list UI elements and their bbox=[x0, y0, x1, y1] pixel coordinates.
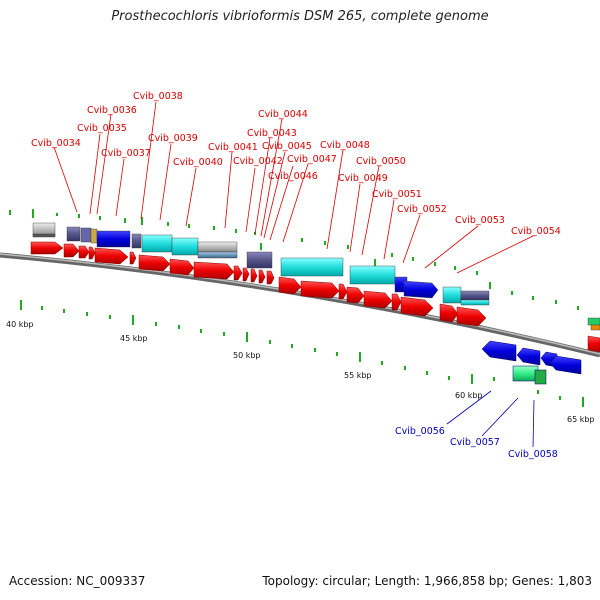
cds-arrow bbox=[250, 268, 258, 283]
cds-arrow bbox=[30, 241, 64, 255]
gene-label[interactable]: Cvib_0048 bbox=[320, 140, 370, 151]
cds-arrow bbox=[94, 247, 129, 265]
feature-block bbox=[197, 241, 238, 253]
gene-label[interactable]: Cvib_0045 bbox=[262, 141, 312, 152]
feature-block bbox=[587, 317, 600, 326]
scale-label-60: 60 kbp bbox=[455, 391, 483, 400]
forward-label-leaders bbox=[53, 101, 534, 274]
gene-label[interactable]: Cvib_0041 bbox=[208, 142, 258, 153]
gene-label[interactable]: Cvib_0052 bbox=[397, 204, 447, 215]
scale-ticks bbox=[20, 300, 584, 407]
outer-ticks bbox=[9, 209, 579, 310]
feature-block bbox=[442, 286, 462, 304]
scale-label-65: 65 kbp bbox=[567, 415, 595, 424]
gene-label[interactable]: Cvib_0040 bbox=[173, 157, 223, 168]
cds-arrow bbox=[300, 280, 340, 299]
scale-label-55: 55 kbp bbox=[344, 371, 372, 380]
scale-label-50: 50 kbp bbox=[233, 351, 261, 360]
feature-block bbox=[534, 369, 547, 385]
cds-arrow bbox=[169, 258, 195, 276]
cds-arrow bbox=[63, 243, 80, 258]
gene-label[interactable]: Cvib_0050 bbox=[356, 156, 406, 167]
cds-arrow bbox=[363, 290, 393, 309]
feature-block bbox=[96, 230, 131, 248]
gene-label[interactable]: Cvib_0034 bbox=[31, 138, 81, 149]
gene-label[interactable]: Cvib_0051 bbox=[372, 189, 422, 200]
cds-arrow bbox=[587, 335, 600, 353]
scale-label-45: 45 kbp bbox=[120, 334, 148, 343]
genome-backbone-highlight bbox=[0, 253, 600, 355]
gene-label[interactable]: Cvib_0057 bbox=[450, 437, 500, 448]
cds-arrow bbox=[78, 245, 90, 259]
cds-arrow bbox=[242, 267, 250, 282]
gene-label[interactable]: Cvib_0038 bbox=[133, 91, 183, 102]
gene-label[interactable]: Cvib_0054 bbox=[511, 226, 561, 237]
cds-arrow bbox=[338, 283, 348, 300]
cds-arrow bbox=[278, 276, 302, 295]
genome-summary: Topology: circular; Length: 1,966,858 bp… bbox=[262, 574, 592, 588]
cds-arrow-reverse bbox=[549, 355, 582, 375]
gene-label[interactable]: Cvib_0047 bbox=[287, 154, 337, 165]
cds-arrow bbox=[346, 286, 365, 304]
feature-block bbox=[131, 233, 142, 249]
feature-track-outer bbox=[32, 222, 600, 331]
gene-label[interactable]: Cvib_0053 bbox=[455, 215, 505, 226]
reverse-gene-labels: Cvib_0056 Cvib_0057 Cvib_0058 bbox=[395, 426, 558, 460]
feature-block bbox=[512, 365, 539, 382]
feature-block bbox=[141, 234, 173, 253]
feature-block bbox=[246, 251, 273, 269]
gene-label[interactable]: Cvib_0056 bbox=[395, 426, 445, 437]
gene-label[interactable]: Cvib_0049 bbox=[338, 173, 388, 184]
gene-label[interactable]: Cvib_0039 bbox=[148, 133, 198, 144]
feature-block bbox=[80, 227, 92, 243]
forward-gene-labels: Cvib_0034 Cvib_0035 Cvib_0036 Cvib_0037 … bbox=[31, 91, 561, 237]
scale-labels: 40 kbp 45 kbp 50 kbp 55 kbp 60 kbp 65 kb… bbox=[6, 320, 595, 424]
genome-backbone bbox=[0, 252, 600, 358]
cds-track-forward bbox=[30, 241, 600, 353]
cds-arrow bbox=[400, 296, 434, 317]
cds-arrow bbox=[266, 270, 275, 285]
cds-arrow bbox=[233, 265, 243, 281]
cds-track-reverse bbox=[481, 340, 582, 385]
gene-label[interactable]: Cvib_0035 bbox=[77, 123, 127, 134]
feature-arrow bbox=[403, 280, 439, 299]
cds-arrow-reverse bbox=[516, 347, 541, 366]
feature-block bbox=[171, 237, 199, 256]
cds-arrow bbox=[439, 303, 459, 323]
reverse-label-leaders bbox=[446, 390, 535, 448]
gene-label[interactable]: Cvib_0043 bbox=[247, 128, 297, 139]
accession-label: Accession: NC_009337 bbox=[9, 574, 146, 588]
cds-arrow bbox=[193, 261, 235, 280]
cds-arrow bbox=[138, 254, 171, 272]
feature-block bbox=[349, 265, 396, 285]
feature-block bbox=[90, 228, 98, 244]
cds-arrow-reverse bbox=[481, 340, 517, 362]
cds-arrow bbox=[88, 246, 96, 260]
feature-block bbox=[460, 290, 490, 301]
cds-arrow bbox=[258, 269, 266, 284]
gene-label[interactable]: Cvib_0042 bbox=[233, 156, 283, 167]
feature-block bbox=[66, 226, 81, 242]
cds-arrow bbox=[129, 251, 137, 265]
gene-label[interactable]: Cvib_0058 bbox=[508, 449, 558, 460]
map-title: Prosthecochloris vibrioformis DSM 265, c… bbox=[111, 9, 489, 24]
cds-arrow bbox=[391, 293, 402, 311]
gene-label[interactable]: Cvib_0037 bbox=[101, 148, 151, 159]
gene-label[interactable]: Cvib_0046 bbox=[268, 171, 318, 182]
gene-label[interactable]: Cvib_0044 bbox=[258, 109, 308, 120]
scale-label-40: 40 kbp bbox=[6, 320, 34, 329]
feature-block bbox=[280, 257, 344, 277]
cds-arrow bbox=[456, 306, 487, 327]
gene-label[interactable]: Cvib_0036 bbox=[87, 105, 137, 116]
